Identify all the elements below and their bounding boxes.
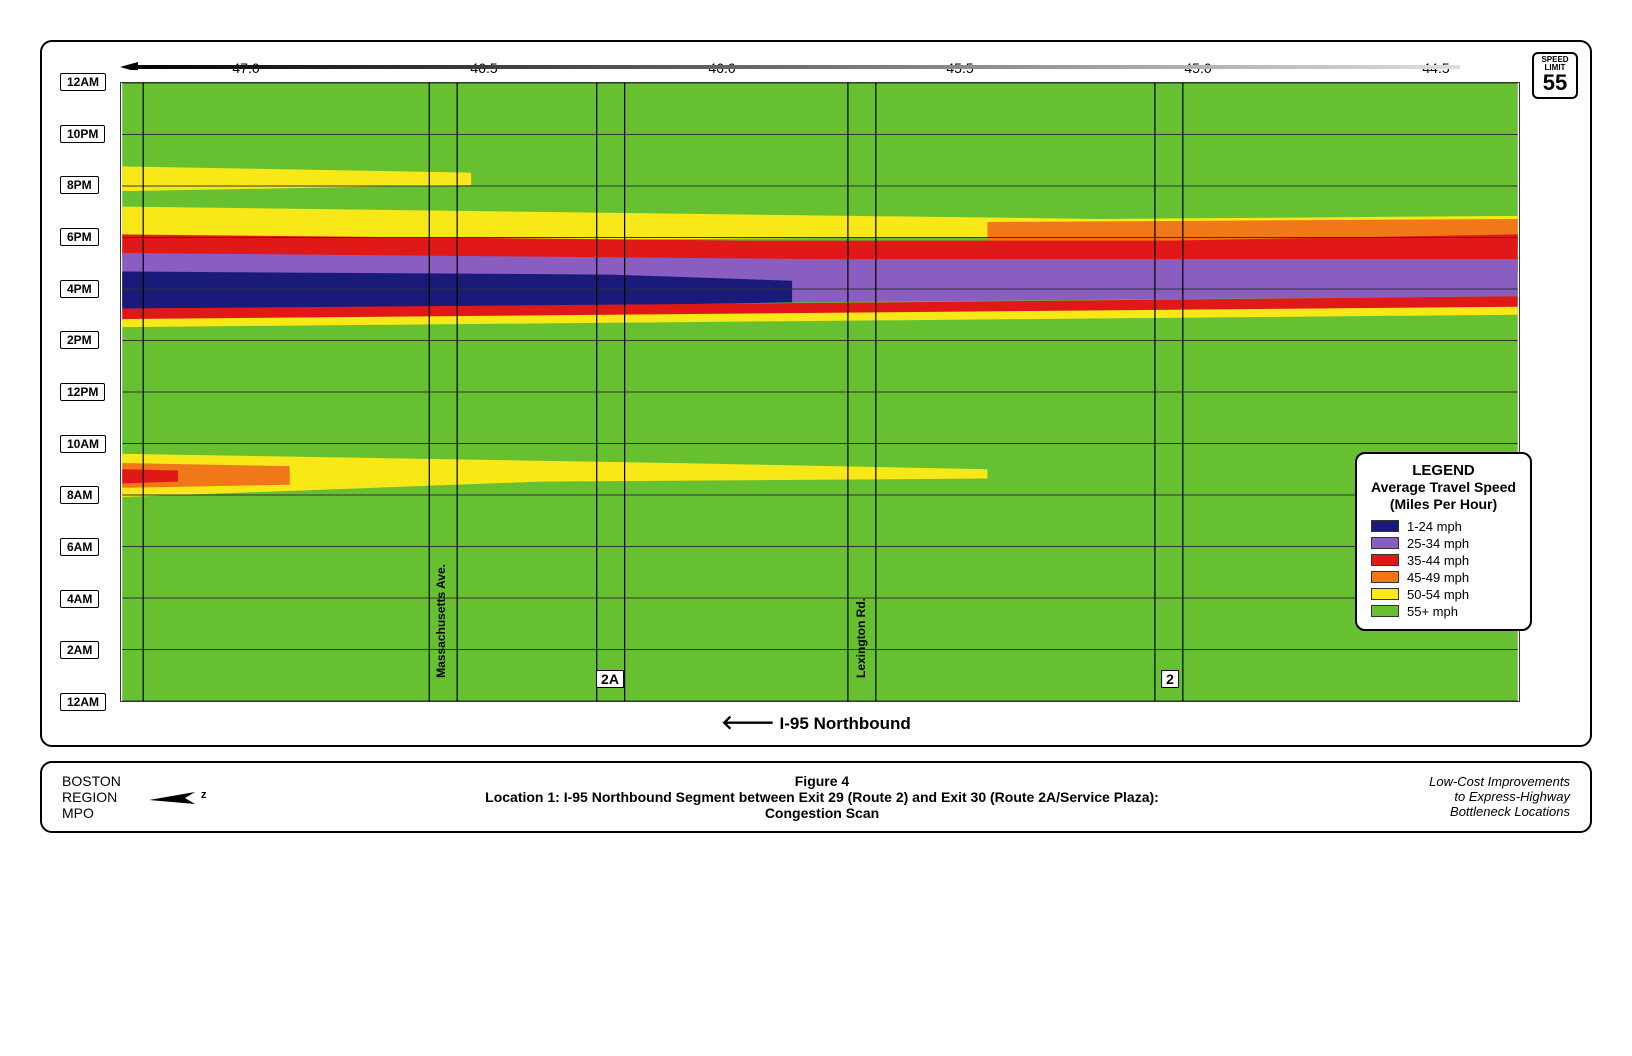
- legend-label: 55+ mph: [1407, 604, 1458, 619]
- exit-marker: 2: [1161, 670, 1179, 688]
- road-label: Lexington Rd.: [854, 598, 868, 678]
- legend-swatch: [1371, 605, 1399, 617]
- legend-item: 35-44 mph: [1371, 553, 1516, 568]
- footer-org-1: BOSTON: [62, 773, 121, 789]
- time-axis-label: 12AM: [60, 73, 106, 91]
- legend: LEGEND Average Travel Speed(Miles Per Ho…: [1355, 452, 1532, 631]
- speed-limit-sign: SPEED LIMIT 55: [1532, 52, 1578, 99]
- north-arrow-icon: z: [145, 782, 215, 812]
- footer-right-3: Bottleneck Locations: [1429, 805, 1570, 820]
- time-axis-label: 10AM: [60, 435, 106, 453]
- time-axis-label: 12PM: [60, 383, 105, 401]
- legend-label: 45-49 mph: [1407, 570, 1469, 585]
- legend-swatch: [1371, 537, 1399, 549]
- road-label: Massachusetts Ave.: [434, 564, 448, 678]
- legend-label: 1-24 mph: [1407, 519, 1462, 534]
- legend-item: 25-34 mph: [1371, 536, 1516, 551]
- footer-org-2: REGION: [62, 789, 121, 805]
- footer-org-3: MPO: [62, 805, 121, 821]
- legend-label: 35-44 mph: [1407, 553, 1469, 568]
- legend-item: 50-54 mph: [1371, 587, 1516, 602]
- exit-marker: 2A: [596, 670, 624, 688]
- figure-title-1: Location 1: I-95 Northbound Segment betw…: [235, 789, 1409, 805]
- time-axis-label: 4AM: [60, 590, 99, 608]
- figure-title-2: Congestion Scan: [235, 805, 1409, 821]
- footer-panel: BOSTON REGION MPO z Figure 4 Location 1:…: [40, 761, 1592, 833]
- time-axis-label: 2PM: [60, 331, 99, 349]
- legend-swatch: [1371, 520, 1399, 532]
- left-arrow-icon: 🡐: [721, 712, 775, 734]
- chart-panel: SPEED LIMIT 55 LEGEND Average Travel Spe…: [40, 40, 1592, 747]
- legend-title: LEGEND: [1371, 462, 1516, 479]
- footer-doc-title: Low-Cost Improvements to Express-Highway…: [1429, 775, 1570, 820]
- legend-item: 45-49 mph: [1371, 570, 1516, 585]
- footer-right-2: to Express-Highway: [1429, 790, 1570, 805]
- time-axis-label: 10PM: [60, 125, 105, 143]
- time-axis-label: 8PM: [60, 176, 99, 194]
- road-direction-label: I-95 Northbound: [780, 714, 911, 733]
- bottom-caption: 🡐 I-95 Northbound: [60, 710, 1572, 735]
- footer-right-1: Low-Cost Improvements: [1429, 775, 1570, 790]
- time-axis-label: 8AM: [60, 486, 99, 504]
- congestion-heatmap: [120, 82, 1520, 702]
- chart-area: SPEED LIMIT 55 LEGEND Average Travel Spe…: [120, 82, 1572, 702]
- legend-item: 1-24 mph: [1371, 519, 1516, 534]
- svg-text:z: z: [201, 789, 207, 801]
- legend-swatch: [1371, 571, 1399, 583]
- time-axis-label: 6PM: [60, 228, 99, 246]
- time-axis-label: 2AM: [60, 641, 99, 659]
- legend-swatch: [1371, 588, 1399, 600]
- direction-gradient-arrow: [120, 62, 1520, 70]
- legend-subtitle: Average Travel Speed(Miles Per Hour): [1371, 479, 1516, 513]
- time-axis-label: 6AM: [60, 538, 99, 556]
- speed-limit-value: 55: [1534, 72, 1576, 94]
- figure-label: Figure 4: [235, 773, 1409, 789]
- legend-label: 50-54 mph: [1407, 587, 1469, 602]
- legend-swatch: [1371, 554, 1399, 566]
- time-axis-label: 4PM: [60, 280, 99, 298]
- legend-label: 25-34 mph: [1407, 536, 1469, 551]
- legend-item: 55+ mph: [1371, 604, 1516, 619]
- time-axis-label: 12AM: [60, 693, 106, 711]
- footer-org: BOSTON REGION MPO: [62, 773, 121, 821]
- footer-title: Figure 4 Location 1: I-95 Northbound Seg…: [235, 773, 1409, 821]
